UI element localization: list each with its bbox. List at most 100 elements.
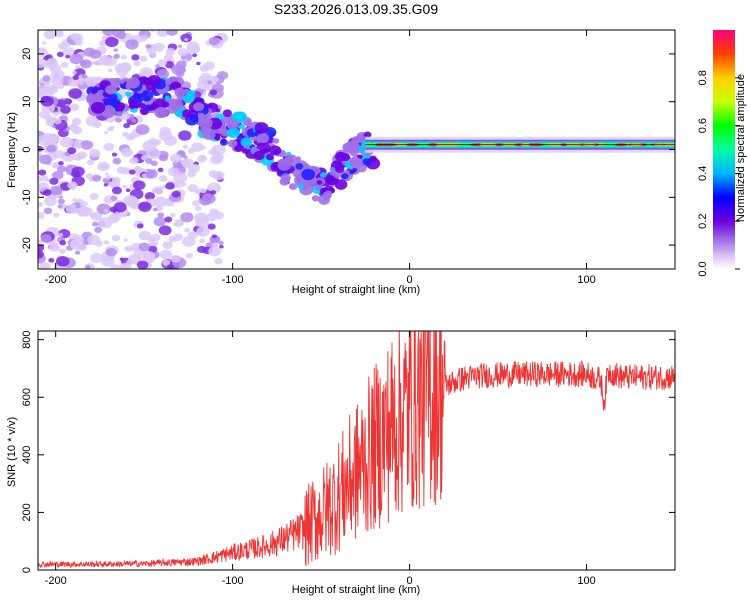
snr-y-tick-label: 200 — [21, 503, 33, 521]
spectrogram-cell — [54, 30, 64, 38]
spectrogram-cell — [69, 53, 84, 65]
spectrogram-cell — [187, 231, 198, 239]
spectrogram-cell — [177, 44, 182, 48]
spectrogram-cell — [113, 48, 118, 52]
spectrogram-cell — [215, 108, 221, 113]
spectrogram-cell — [184, 228, 191, 233]
spectrogram-cell — [123, 123, 131, 129]
spectrogram-cell — [43, 30, 57, 40]
spectrogram-cell — [69, 103, 80, 111]
spectrogram-cell — [104, 131, 109, 135]
spectrogram-cell — [180, 33, 193, 43]
snr-x-tick-label: -100 — [222, 575, 244, 587]
spectrogram-cell — [129, 156, 139, 165]
colorbar-tick-label: 0.8 — [697, 70, 709, 85]
spectrogram-cell — [59, 240, 67, 246]
spectrogram-cell — [138, 242, 151, 252]
spectrogram-cell — [104, 172, 109, 176]
spectrogram-cell — [38, 145, 44, 152]
spectrogram-cell — [49, 243, 60, 252]
spectrogram-cell — [57, 198, 65, 205]
spectrogram-cell — [67, 147, 77, 155]
snr-x-label: Height of straight line (km) — [292, 584, 420, 596]
spectrogram-cell — [111, 234, 121, 242]
snr-y-tick-label: 0 — [21, 567, 33, 573]
spectrogram-cell — [122, 263, 127, 268]
spectrogram-cell — [49, 185, 63, 196]
spectrogram-cell — [65, 54, 71, 59]
spectrogram-cell — [154, 107, 168, 119]
spectrogram-cell — [126, 77, 140, 89]
spectrogram-cell — [144, 104, 152, 111]
spectrogram-cell — [139, 55, 148, 62]
spectrogram-cell — [180, 212, 194, 223]
spectrogram-cell — [143, 77, 154, 86]
spectrogram-cell — [145, 44, 152, 49]
snr-y-label: SNR (10 * v/v) — [6, 417, 18, 487]
colorbar: 0.0 0.2 0.4 0.6 0.8 Normalized spectral ampl… — [697, 30, 747, 277]
spectrogram-cell — [210, 190, 217, 195]
spectrogram-cell — [144, 192, 156, 201]
spectrogram-cell — [194, 205, 202, 211]
spectrogram-x-tick-label: -200 — [45, 274, 67, 286]
spectrogram-cell — [161, 101, 170, 108]
spectrogram-cell — [147, 237, 155, 243]
snr-y-tick-label: 400 — [21, 446, 33, 464]
spectrogram-x-label: Height of straight line (km) — [292, 284, 420, 296]
spectrogram-cell — [96, 203, 111, 215]
spectrogram-cell — [158, 225, 172, 236]
snr-panel: -200 -100 0 100 0 200 400 600 800 Height of str… — [6, 330, 676, 596]
spectrogram-cell — [324, 190, 332, 197]
spectrogram-cell — [254, 122, 269, 134]
spectrogram-cell — [272, 138, 280, 144]
spectrogram-cell — [352, 168, 358, 173]
spectrogram-cell — [132, 93, 141, 100]
spectrogram-cell — [38, 201, 43, 208]
spectrogram-cell — [167, 167, 180, 177]
spectrogram-cell — [197, 154, 208, 163]
spectrogram-cell — [103, 104, 115, 114]
spectrogram-cell — [269, 145, 282, 156]
spectrogram-cell — [192, 200, 200, 207]
spectrogram-cell — [92, 174, 102, 182]
spectrogram-cell — [208, 246, 222, 257]
spectrogram-cell — [125, 188, 131, 193]
spectrogram-cell — [111, 186, 122, 195]
spectrogram-cell — [162, 241, 173, 250]
spectrogram-cell — [113, 53, 120, 59]
spectrogram-cell — [295, 156, 302, 162]
spectrogram-cell — [162, 259, 171, 266]
spectrogram-cell — [58, 248, 66, 254]
spectrogram-cell — [42, 87, 55, 97]
spectrogram-cell — [177, 48, 189, 57]
spectrogram-cell — [107, 126, 114, 132]
spectrogram-cell — [222, 109, 232, 118]
spectrogram-cell — [89, 148, 101, 158]
spectrogram-cell — [133, 180, 146, 190]
spectrogram-cell — [91, 89, 97, 95]
spectrogram-cell — [211, 144, 226, 156]
spectrogram-cell — [39, 154, 52, 165]
spectrogram-cell — [116, 166, 126, 174]
spectrogram-y-tick-label: 20 — [21, 48, 33, 60]
spectrogram-cell — [102, 30, 116, 36]
spectrogram-cell — [130, 42, 136, 46]
spectrogram-cell — [105, 248, 117, 257]
spectrogram-cell — [200, 188, 207, 194]
spectrogram-cell — [90, 101, 106, 114]
spectrogram-cell — [50, 33, 56, 37]
colorbar-label: Normalized spectral amplitude — [735, 74, 747, 222]
spectrogram-cell — [89, 49, 102, 59]
spectrogram-cell — [277, 159, 292, 171]
spectrogram-cell — [43, 207, 53, 215]
spectrogram-cell — [159, 126, 171, 136]
spectrogram-cell — [164, 216, 173, 223]
spectrogram-cell — [208, 208, 220, 217]
spectrogram-cell — [218, 240, 224, 246]
spectrogram-cell — [67, 181, 78, 190]
colorbar-tick-label: 0.0 — [697, 261, 709, 276]
spectrogram-cell — [175, 110, 183, 117]
spectrogram-cell — [89, 193, 99, 200]
spectrogram-cell — [124, 246, 129, 250]
